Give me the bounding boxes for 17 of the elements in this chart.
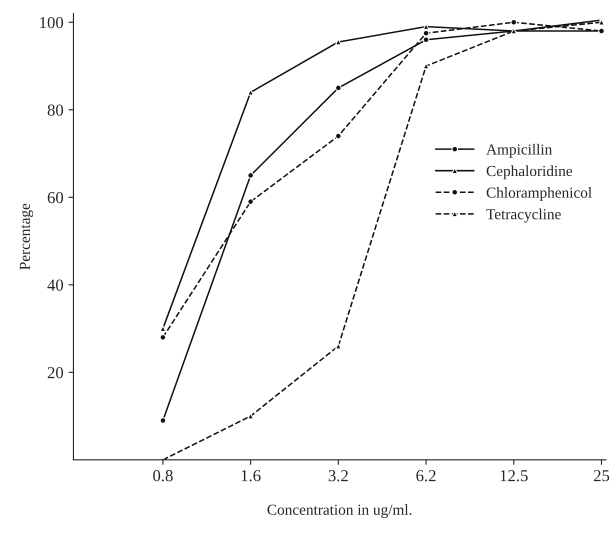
y-tick-label: 20 [48, 367, 64, 378]
legend-label: Cephaloridine [486, 165, 572, 180]
x-tick-label: 3.2 [328, 470, 348, 482]
x-tick-label: 6.2 [416, 470, 436, 482]
x-tick-label: 25 [594, 470, 610, 482]
x-axis-title: Concentration in ug/ml. [268, 504, 412, 518]
legend-label: Tetracycline [486, 208, 561, 223]
y-tick-label: 80 [48, 104, 64, 116]
legend-label: Ampicillin [486, 144, 552, 158]
x-tick-label: 1.6 [242, 470, 261, 482]
y-axis-title: Percentage [20, 204, 34, 270]
x-tick-label: 0.8 [153, 470, 173, 482]
y-tick-label: 40 [47, 280, 64, 291]
y-tick-label: 100 [40, 16, 64, 28]
legend-label: Chloramphenicol [486, 187, 592, 201]
y-tick-label: 60 [48, 192, 64, 204]
x-tick-label: 12.5 [500, 470, 528, 482]
